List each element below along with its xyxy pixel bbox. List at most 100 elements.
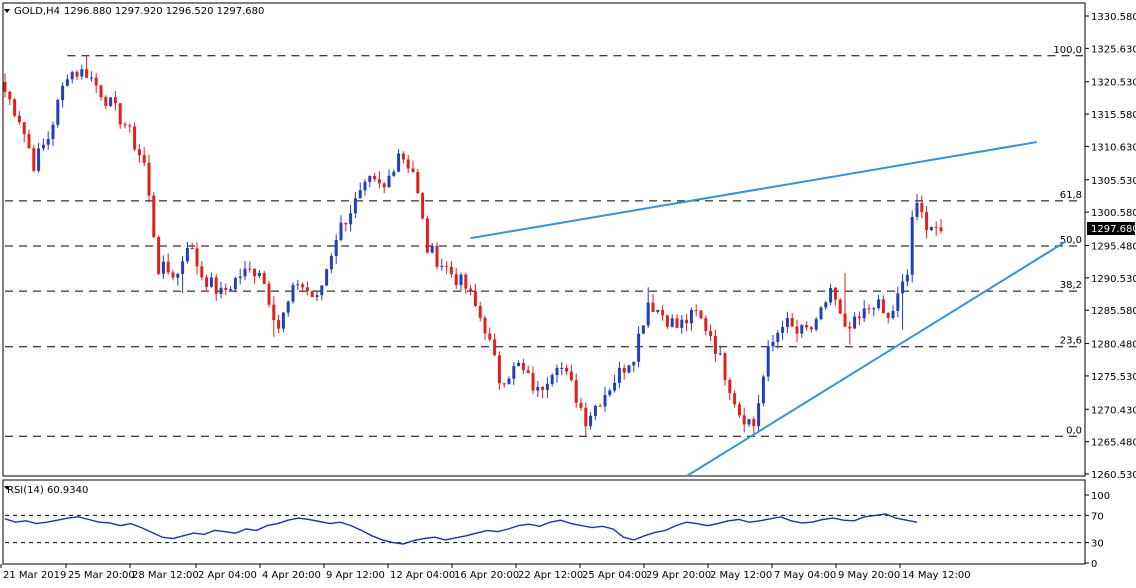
candle-bear: [881, 299, 885, 314]
candle-bear: [17, 115, 21, 123]
candle-bear: [421, 193, 425, 219]
candle-bull: [233, 277, 237, 290]
candle-bull: [853, 316, 857, 329]
price-tick-label: 1270.430: [1091, 405, 1136, 416]
price-tick-label: 1290.530: [1091, 274, 1136, 285]
candle-bear: [373, 175, 377, 180]
candle-bull: [185, 247, 189, 262]
candle-bear: [445, 265, 449, 267]
candle-bull: [281, 312, 285, 329]
candle-bear: [843, 313, 847, 327]
candle-bull: [637, 333, 641, 362]
candle-bear: [305, 287, 309, 292]
fib-level-label: 50,0: [1060, 235, 1082, 246]
fib-level-label: 0,0: [1066, 425, 1082, 436]
candle-bear: [301, 284, 305, 288]
candle-bear: [214, 277, 218, 294]
candle-bull: [891, 310, 895, 318]
candle-bear: [521, 362, 525, 371]
candle-bear: [94, 77, 98, 86]
candle-bear: [848, 326, 852, 329]
candle-bear: [416, 171, 420, 194]
rsi-tick-label: 100: [1091, 491, 1110, 502]
candle-bear: [267, 283, 271, 305]
candle-bear: [723, 353, 727, 380]
candle-bull: [555, 367, 559, 376]
price-tick-label: 1330.580: [1091, 12, 1136, 23]
candle-bull: [37, 148, 41, 171]
fib-level-label: 61,8: [1060, 190, 1082, 201]
time-tick-label: 25 Mar 20:00: [68, 570, 135, 581]
rsi-line: [4, 513, 918, 545]
candle-bull: [329, 255, 333, 270]
candle-bear: [488, 333, 492, 340]
candle-bull: [641, 325, 645, 334]
main-panel-frame: [2, 2, 1086, 477]
price-tick-label: 1325.630: [1091, 44, 1136, 55]
candle-bear: [248, 268, 252, 270]
candle-bear: [157, 237, 161, 274]
candle-bear: [253, 268, 257, 277]
candle-bear: [205, 277, 209, 287]
rsi-menu-triangle-icon[interactable]: [4, 486, 10, 490]
candle-bull: [872, 308, 876, 310]
candle-bull: [829, 287, 833, 303]
candle-bull: [905, 274, 909, 282]
candle-bull: [349, 213, 353, 225]
candle-bull: [915, 202, 919, 217]
candle-bear: [661, 310, 665, 316]
fib-level-label: 100,0: [1053, 45, 1082, 56]
candle-bear: [377, 179, 381, 184]
fib-level-label: 23,6: [1060, 336, 1082, 347]
candle-bear: [8, 91, 12, 100]
time-tick-label: 14 May 12:00: [902, 570, 971, 581]
candle-bear: [478, 305, 482, 318]
candle-bull: [65, 79, 69, 86]
price-tick-label: 1285.580: [1091, 306, 1136, 317]
candle-bull: [785, 318, 789, 328]
candle-bear: [584, 407, 588, 427]
candle-bear: [190, 247, 194, 249]
candle-bear: [574, 380, 578, 403]
price-tick-label: 1295.480: [1091, 241, 1136, 252]
candle-bull: [334, 240, 338, 256]
candle-bull: [862, 308, 866, 319]
chart-menu-triangle-icon[interactable]: [4, 9, 10, 13]
candle-bear: [224, 287, 228, 290]
time-tick-label: 9 Apr 12:00: [326, 570, 385, 581]
candle-bull: [800, 325, 804, 334]
candle-bear: [805, 325, 809, 328]
candle-bull: [608, 390, 612, 395]
candle-bull: [61, 85, 65, 101]
candle-bull: [910, 216, 914, 275]
candle-bull: [603, 394, 607, 407]
price-tick-label: 1260.530: [1091, 470, 1136, 481]
candle-bear: [598, 405, 602, 407]
rsi-tick-label: 30: [1091, 539, 1104, 550]
price-tick-label: 1265.480: [1091, 438, 1136, 449]
trendlines[interactable]: [470, 141, 1067, 478]
candle-bear: [709, 331, 713, 337]
candle-bear: [469, 288, 473, 292]
candle-bull: [339, 222, 343, 241]
candle-bull: [238, 276, 242, 278]
time-tick-label: 25 Apr 04:00: [582, 570, 647, 581]
candle-bull: [766, 346, 770, 377]
candle-bull: [761, 376, 765, 404]
candle-bull: [771, 341, 775, 347]
price-tick-label: 1315.580: [1091, 110, 1136, 121]
candle-bull: [593, 405, 597, 416]
last-price-label: 1297.680: [1091, 224, 1136, 235]
candle-bull: [929, 226, 933, 231]
candle-bull: [589, 415, 593, 427]
candle-bear: [675, 318, 679, 328]
price-tick-label: 1320.530: [1091, 78, 1136, 89]
candle-bull: [368, 175, 372, 182]
candle-bear: [665, 315, 669, 327]
candle-bull: [560, 367, 564, 369]
candle-bear: [713, 336, 717, 354]
candle-bear: [569, 371, 573, 381]
candle-bear: [118, 103, 122, 125]
